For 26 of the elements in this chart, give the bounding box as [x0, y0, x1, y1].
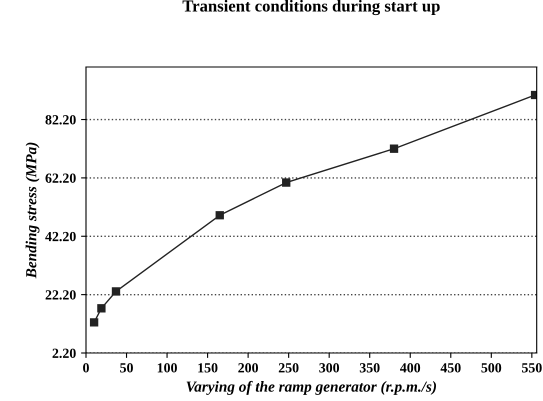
point: [390, 144, 398, 153]
x-tick-label: 350: [360, 363, 380, 372]
point: [90, 318, 98, 327]
x-tick-label: 300: [319, 363, 340, 372]
point: [216, 211, 224, 220]
y-axis-title: Bending stress (MPa): [26, 142, 40, 278]
x-tick-label: 150: [198, 363, 218, 372]
point: [97, 304, 106, 313]
x-tick-label: 500: [481, 363, 502, 372]
y-tick-label: 42.20: [45, 232, 76, 242]
x-tick-label: 100: [158, 363, 177, 372]
point: [282, 178, 290, 187]
x-tick-label: 400: [400, 363, 420, 372]
x-tick-label: 450: [440, 363, 461, 372]
y-tick-label: 82.20: [45, 115, 76, 125]
x-tick-label: 250: [278, 363, 299, 372]
chart-title: Transient conditions during start up: [182, 0, 440, 16]
y-tick-label: 22.20: [46, 290, 76, 300]
y-tick-label: 2.20: [52, 348, 76, 358]
point: [112, 287, 120, 296]
x-tick-label: 0: [83, 363, 89, 372]
x-axis-title: Varying of the ramp generator (r.p.m./s): [186, 380, 436, 395]
x-tick-label: 200: [238, 363, 258, 372]
x-tick-label: 550: [522, 363, 542, 372]
x-tick-label: 50: [120, 363, 133, 372]
y-tick-label: 62.20: [46, 173, 76, 183]
